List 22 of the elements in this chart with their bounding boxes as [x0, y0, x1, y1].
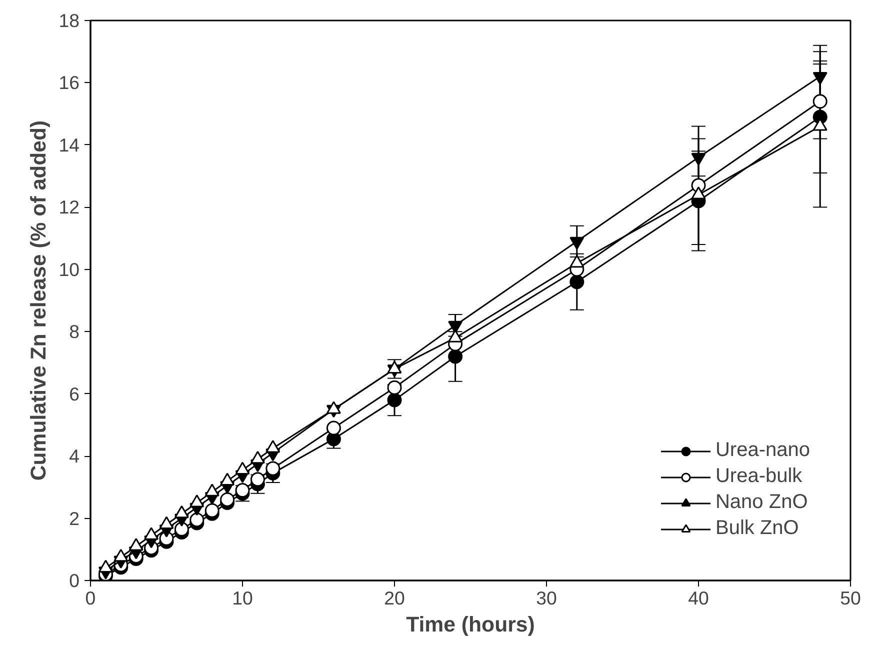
y-tick-label: 16	[58, 72, 80, 94]
x-axis-title: Time (hours)	[406, 612, 535, 636]
x-tick-label: 30	[536, 588, 557, 608]
legend-label: Bulk ZnO	[715, 517, 799, 540]
x-tick-label: 40	[688, 588, 709, 608]
y-tick-label: 2	[69, 508, 80, 529]
x-tick-label: 50	[840, 588, 861, 608]
x-tick-label: 10	[232, 588, 253, 608]
legend-label: Urea-bulk	[715, 465, 802, 488]
x-tick-label: 20	[384, 588, 405, 608]
y-tick-label: 12	[58, 196, 80, 218]
legend-label: Nano ZnO	[715, 491, 808, 514]
y-tick-label: 10	[58, 258, 80, 280]
x-tick-label: 0	[85, 588, 96, 608]
y-tick-label: 6	[69, 383, 80, 404]
y-tick-label: 14	[58, 134, 80, 156]
y-axis-title: Cumulative Zn release (% of added)	[26, 120, 51, 481]
y-tick-label: 0	[69, 570, 80, 591]
legend-label: Urea-nano	[715, 439, 810, 462]
y-tick-label: 4	[69, 446, 80, 467]
y-tick-label: 18	[58, 10, 80, 31]
y-tick-label: 8	[69, 321, 80, 342]
